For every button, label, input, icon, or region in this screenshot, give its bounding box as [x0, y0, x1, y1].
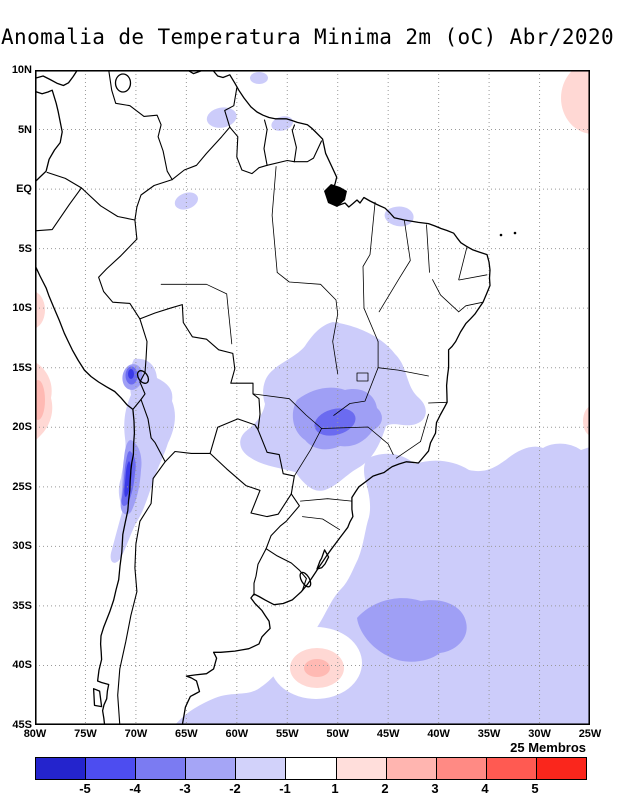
colorbar-segment [286, 758, 337, 779]
lat-tick-label: 40S [12, 659, 32, 672]
lat-tick-label: 20S [12, 421, 32, 434]
anomaly-se-atlantic-light [175, 443, 590, 725]
coastlines [35, 70, 517, 725]
anomaly-rightedge-pink-sliver [583, 406, 590, 436]
colorbar-segment [536, 758, 587, 779]
lon-tick-label: 40W [427, 728, 450, 740]
colorbar-segment [436, 758, 487, 779]
lat-tick-label: 5S [18, 242, 32, 255]
anomaly-south-ocean-pink-core [304, 659, 330, 677]
colorbar-segment [136, 758, 187, 779]
marajo-delta-blob [324, 184, 347, 207]
coast-peru-chile [35, 264, 136, 725]
map-svg [35, 70, 590, 725]
state-borders [160, 166, 488, 531]
lat-tick-label: 45S [12, 719, 32, 731]
df-square [356, 372, 369, 382]
lat-tick-label: 25S [12, 480, 32, 493]
anomaly-ne-coast-light [384, 206, 414, 227]
anomaly-chile-core-darkest [124, 461, 132, 497]
map-frame [35, 70, 590, 725]
coast-pacific-colombia [35, 89, 63, 183]
lon-tick-label: 35W [477, 728, 501, 740]
colorbar [35, 757, 587, 780]
colorbar-segment [36, 758, 87, 779]
colorbar-tick-label: 4 [481, 781, 489, 796]
country-borders [35, 70, 323, 725]
lat-tick-label: 5N [17, 123, 32, 136]
lake-titicaca [136, 370, 150, 384]
colorbar-tick-label: 2 [381, 781, 389, 796]
colorbar-segment [86, 758, 137, 779]
lagoon-patos [316, 549, 330, 570]
lat-tick-label: 10N [11, 64, 32, 76]
anomaly-atlantic-kidney-med [357, 598, 467, 662]
anomaly-central-brazil-dark [314, 408, 356, 436]
colorbar-segment [336, 758, 387, 779]
lon-tick-label: 75W [74, 728, 97, 740]
colorbar-tick-label: -3 [179, 781, 191, 796]
lon-tick-label: 70W [124, 728, 148, 740]
members-label: 25 Membros [510, 740, 586, 755]
colorbar-tick-label: 1 [331, 781, 339, 796]
map-title: Anomalia de Temperatura Minima 2m (oC) A… [1, 25, 615, 49]
fernando-de-noronha [513, 231, 517, 235]
lat-tick-label: 30S [12, 540, 32, 553]
colorbar-segment [486, 758, 537, 779]
colorbar-tick-label: -1 [279, 781, 291, 796]
anomaly-leftedge-pink-small [35, 291, 45, 329]
anomaly-guyana-light [206, 107, 237, 128]
lon-tick-label: 25W [578, 728, 602, 740]
lon-tick-label: 55W [275, 728, 299, 740]
coast-caribbean-panama [35, 70, 79, 87]
anomaly-west-amazon-light [174, 192, 199, 210]
anomaly-shading [35, 70, 590, 725]
lon-tick-label: 45W [376, 728, 400, 740]
colorbar-segment [236, 758, 287, 779]
lon-tick-label: 80W [23, 728, 47, 740]
atol-das-rocas [499, 233, 503, 237]
lon-tick-label: 65W [175, 728, 198, 740]
colorbar-tick-label: -2 [229, 781, 241, 796]
lon-tick-label: 50W [326, 728, 350, 740]
lon-tick-label: 30W [528, 728, 551, 740]
lat-tick-label: EQ [16, 183, 32, 196]
lon-tick-label: 60W [225, 728, 249, 740]
colorbar-tick-label: -5 [79, 781, 91, 796]
anomaly-leftedge-pink-core [35, 380, 45, 420]
colorbar-tick-label: 5 [531, 781, 539, 796]
lat-tick-label: 15S [12, 361, 32, 374]
anomaly-topright-pink [561, 70, 590, 134]
anomaly-peru-core-darkest [128, 369, 134, 379]
colorbar-segment [386, 758, 437, 779]
colorbar-tick-label: -4 [129, 781, 141, 796]
coast-chiloe-island [92, 688, 103, 708]
anomaly-topedge-light [250, 72, 268, 84]
anomaly-suriname-light [271, 116, 293, 131]
lat-tick-label: 10S [12, 302, 32, 315]
lat-tick-label: 35S [12, 599, 32, 612]
colorbar-tick-label: 3 [431, 781, 439, 796]
lake-maracaibo [114, 73, 132, 93]
colorbar-segment [186, 758, 237, 779]
